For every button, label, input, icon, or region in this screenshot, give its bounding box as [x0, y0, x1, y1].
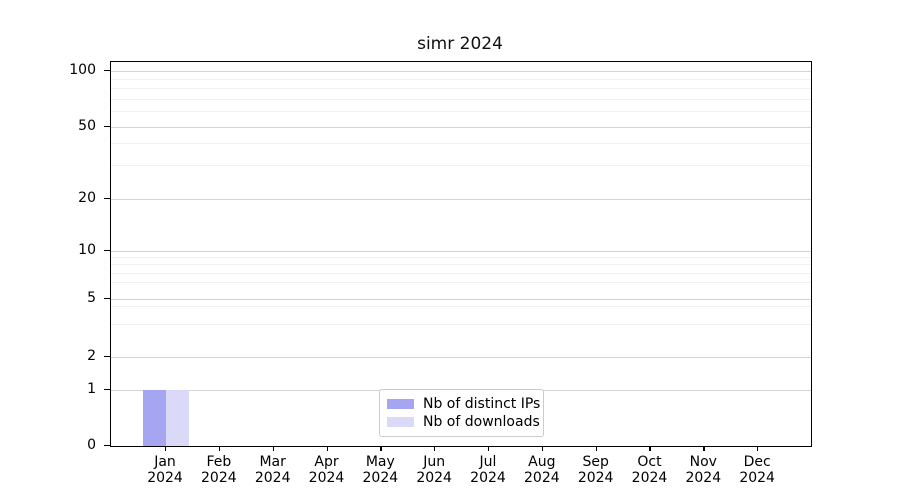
x-tick-label: Nov 2024	[685, 454, 722, 486]
x-tick-mark	[541, 446, 544, 451]
x-tick-label: Mar 2024	[254, 454, 291, 486]
x-tick-label: Apr 2024	[308, 454, 345, 486]
legend: Nb of distinct IPs Nb of downloads	[379, 389, 544, 437]
y-gridline-minor	[111, 257, 811, 259]
y-tick-mark	[104, 250, 110, 252]
y-gridline-major	[111, 70, 811, 72]
y-tick-mark	[104, 298, 110, 300]
legend-item-distinct-ips: Nb of distinct IPs	[387, 395, 540, 413]
y-tick-label: 1	[87, 381, 96, 397]
y-tick-label: 10	[78, 242, 96, 258]
y-tick-mark	[104, 355, 110, 358]
y-tick-mark	[104, 126, 110, 128]
bar-distinct-ips	[143, 390, 166, 446]
chart-title: simr 2024	[417, 34, 503, 54]
y-tick-label: 20	[78, 190, 96, 206]
y-gridline-minor	[111, 272, 811, 274]
y-tick-label: 50	[78, 118, 96, 134]
x-tick-mark	[380, 446, 382, 451]
y-tick-mark	[104, 198, 110, 200]
y-tick-mark	[104, 445, 110, 447]
y-gridline-major	[111, 356, 811, 358]
y-tick-mark	[104, 69, 110, 72]
y-axis: 100 50 20 10 5 2 1 0	[0, 61, 110, 453]
y-gridline-major	[111, 199, 811, 200]
y-tick-mark	[104, 389, 110, 391]
legend-item-downloads: Nb of downloads	[387, 413, 540, 431]
x-tick-label: Aug 2024	[524, 454, 560, 486]
x-tick-mark	[326, 446, 328, 451]
y-gridline-minor	[111, 88, 811, 90]
y-gridline-minor	[111, 306, 811, 308]
legend-swatch-distinct-ips	[387, 399, 414, 409]
y-gridline-minor	[111, 142, 811, 144]
legend-label-downloads: Nb of downloads	[423, 414, 540, 430]
y-tick-label: 0	[87, 437, 96, 453]
x-tick-mark	[488, 446, 490, 451]
bar-downloads	[166, 390, 189, 446]
x-tick-label: May 2024	[362, 454, 399, 486]
y-tick-label: 5	[87, 290, 96, 306]
y-gridline-minor	[111, 264, 811, 266]
x-tick-label: Jul 2024	[470, 454, 506, 486]
y-gridline-minor	[111, 323, 811, 325]
x-tick-label: Feb 2024	[201, 454, 237, 486]
y-gridline-minor	[111, 110, 811, 112]
y-gridline-major	[111, 299, 811, 300]
y-gridline-major	[111, 127, 811, 128]
x-tick-mark	[272, 446, 274, 451]
x-tick-mark	[703, 446, 705, 451]
x-tick-mark	[757, 446, 759, 451]
x-tick-label: Jun 2024	[416, 454, 452, 486]
y-gridline-minor	[111, 79, 811, 81]
y-gridline-minor	[111, 98, 811, 100]
y-tick-label: 100	[69, 61, 96, 78]
legend-swatch-downloads	[387, 417, 414, 427]
x-tick-mark	[165, 446, 167, 451]
y-gridline-minor	[111, 281, 811, 283]
y-gridline-minor	[111, 165, 811, 167]
x-axis: Jan 2024 Feb 2024 Mar 2024 Apr 2024 May 2024 Jun 20…	[110, 445, 810, 500]
x-tick-mark	[434, 446, 436, 451]
x-tick-mark	[218, 446, 221, 451]
x-tick-label: Oct 2024	[631, 454, 668, 486]
y-gridline-major	[111, 251, 811, 252]
x-tick-label: Dec 2024	[739, 454, 775, 486]
plot-area: Nb of distinct IPs Nb of downloads	[110, 61, 812, 447]
x-tick-mark	[595, 446, 597, 451]
x-tick-label: Sep 2024	[577, 454, 614, 486]
x-tick-label: Jan 2024	[147, 454, 183, 486]
legend-label-distinct-ips: Nb of distinct IPs	[423, 396, 541, 412]
x-tick-mark	[649, 446, 651, 451]
y-tick-label: 2	[87, 347, 96, 364]
